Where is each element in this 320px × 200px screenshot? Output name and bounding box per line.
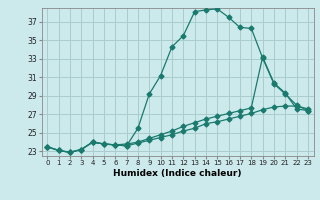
X-axis label: Humidex (Indice chaleur): Humidex (Indice chaleur) bbox=[113, 169, 242, 178]
